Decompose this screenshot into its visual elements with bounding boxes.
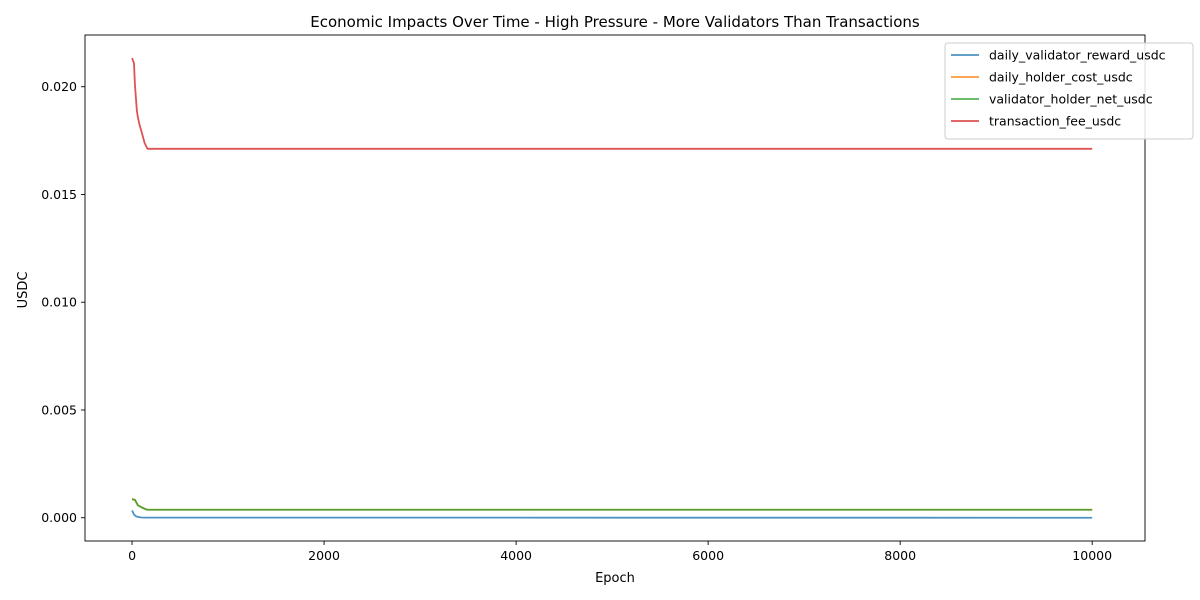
legend-box [944,42,1194,140]
x-tick-label: 8000 [884,548,916,563]
y-axis-label: USDC [16,272,31,309]
legend-item: daily_holder_cost_usdc [951,70,1133,85]
series-line-daily-validator-reward-usdc [131,510,1093,519]
y-axis: 0.000 0.005 0.010 0.015 0.020 [41,79,85,525]
y-tick-label: 0.015 [41,187,77,202]
plot-area [84,34,1146,542]
legend-item: daily_validator_reward_usdc [951,48,1166,63]
y-tick-label: 0.010 [41,295,77,310]
x-tick-label: 2000 [308,548,340,563]
legend-label: daily_holder_cost_usdc [989,70,1133,85]
legend-label: daily_validator_reward_usdc [989,48,1166,63]
chart-title: Economic Impacts Over Time - High Pressu… [310,13,920,31]
series-line-validator-holder-net-usdc [131,498,1093,511]
legend-label: validator_holder_net_usdc [989,92,1153,107]
y-tick-label: 0.020 [41,79,77,94]
x-axis: 0 2000 4000 6000 8000 10000 [128,541,1112,563]
x-tick-label: 4000 [500,548,532,563]
legend-item: transaction_fee_usdc [951,114,1121,129]
series-line-transaction-fee-usdc [131,57,1093,150]
y-tick-label: 0.000 [41,510,77,525]
legend: daily_validator_reward_usdc daily_holder_… [944,42,1194,140]
series-lines [131,57,1093,519]
plot-frame [84,34,1146,542]
legend-label: transaction_fee_usdc [989,114,1121,129]
x-tick-label: 0 [128,548,136,563]
y-tick-label: 0.005 [41,402,77,417]
x-axis-label: Epoch [595,571,635,586]
x-tick-label: 6000 [692,548,724,563]
x-tick-label: 10000 [1072,548,1112,563]
legend-item: validator_holder_net_usdc [951,92,1153,107]
